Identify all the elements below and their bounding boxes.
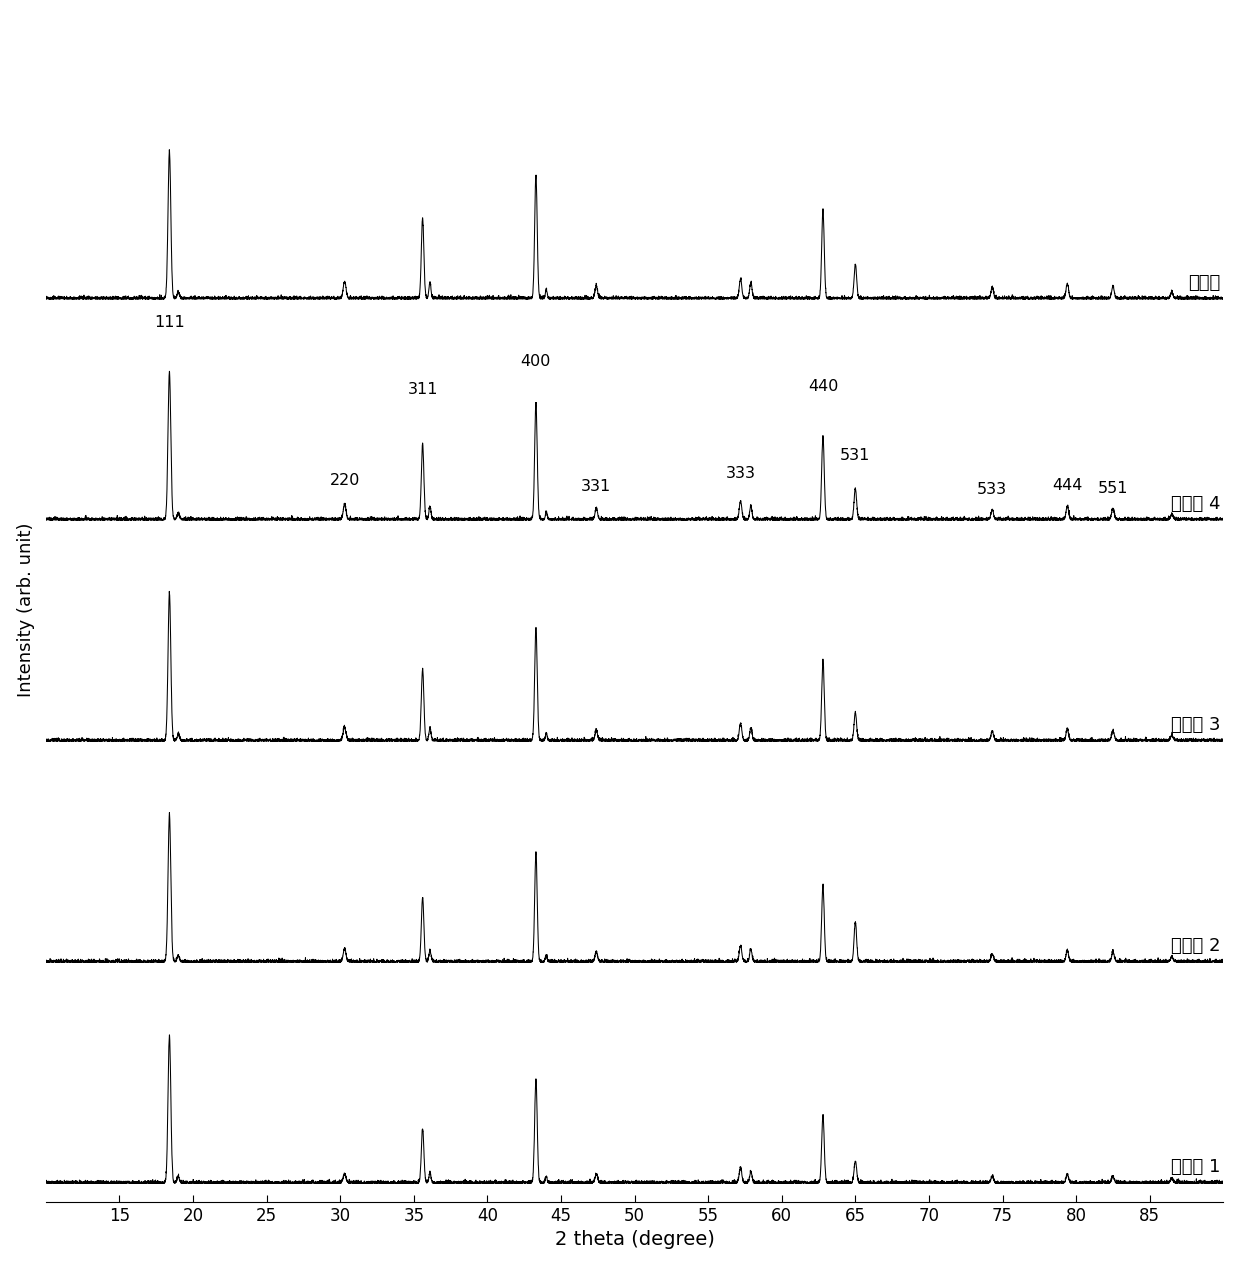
Text: 333: 333 [725, 466, 755, 481]
Text: 220: 220 [330, 473, 360, 489]
Text: 440: 440 [807, 379, 838, 394]
Text: 实施例 1: 实施例 1 [1171, 1158, 1220, 1176]
Text: 对比例: 对比例 [1188, 273, 1220, 291]
Text: 实施例 4: 实施例 4 [1171, 495, 1220, 513]
Text: 实施例 2: 实施例 2 [1171, 937, 1220, 955]
Text: 400: 400 [521, 354, 551, 370]
Text: 533: 533 [977, 482, 1007, 498]
Text: 531: 531 [841, 447, 870, 462]
Text: 实施例 3: 实施例 3 [1171, 717, 1220, 734]
Y-axis label: Intensity (arb. unit): Intensity (arb. unit) [16, 522, 35, 696]
Text: 331: 331 [582, 480, 611, 495]
Text: 111: 111 [154, 315, 185, 330]
Text: 551: 551 [1097, 481, 1128, 496]
Text: 311: 311 [408, 382, 438, 398]
Text: 444: 444 [1052, 479, 1083, 494]
X-axis label: 2 theta (degree): 2 theta (degree) [554, 1231, 714, 1250]
